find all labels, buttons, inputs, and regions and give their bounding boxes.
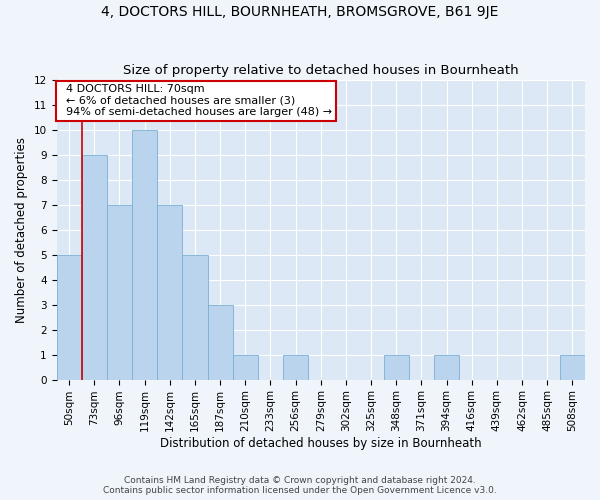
Bar: [434, 354, 459, 380]
Title: Size of property relative to detached houses in Bournheath: Size of property relative to detached ho…: [123, 64, 518, 77]
Y-axis label: Number of detached properties: Number of detached properties: [15, 136, 28, 322]
Bar: [157, 204, 182, 380]
Bar: [560, 354, 585, 380]
Text: Contains HM Land Registry data © Crown copyright and database right 2024.
Contai: Contains HM Land Registry data © Crown c…: [103, 476, 497, 495]
Bar: [82, 154, 107, 380]
Bar: [56, 254, 82, 380]
Bar: [132, 130, 157, 380]
Text: 4, DOCTORS HILL, BOURNHEATH, BROMSGROVE, B61 9JE: 4, DOCTORS HILL, BOURNHEATH, BROMSGROVE,…: [101, 5, 499, 19]
Bar: [208, 304, 233, 380]
Bar: [233, 354, 258, 380]
Bar: [283, 354, 308, 380]
Bar: [182, 254, 208, 380]
Bar: [107, 204, 132, 380]
Bar: [383, 354, 409, 380]
X-axis label: Distribution of detached houses by size in Bournheath: Distribution of detached houses by size …: [160, 437, 482, 450]
Text: 4 DOCTORS HILL: 70sqm
  ← 6% of detached houses are smaller (3)
  94% of semi-de: 4 DOCTORS HILL: 70sqm ← 6% of detached h…: [59, 84, 332, 117]
